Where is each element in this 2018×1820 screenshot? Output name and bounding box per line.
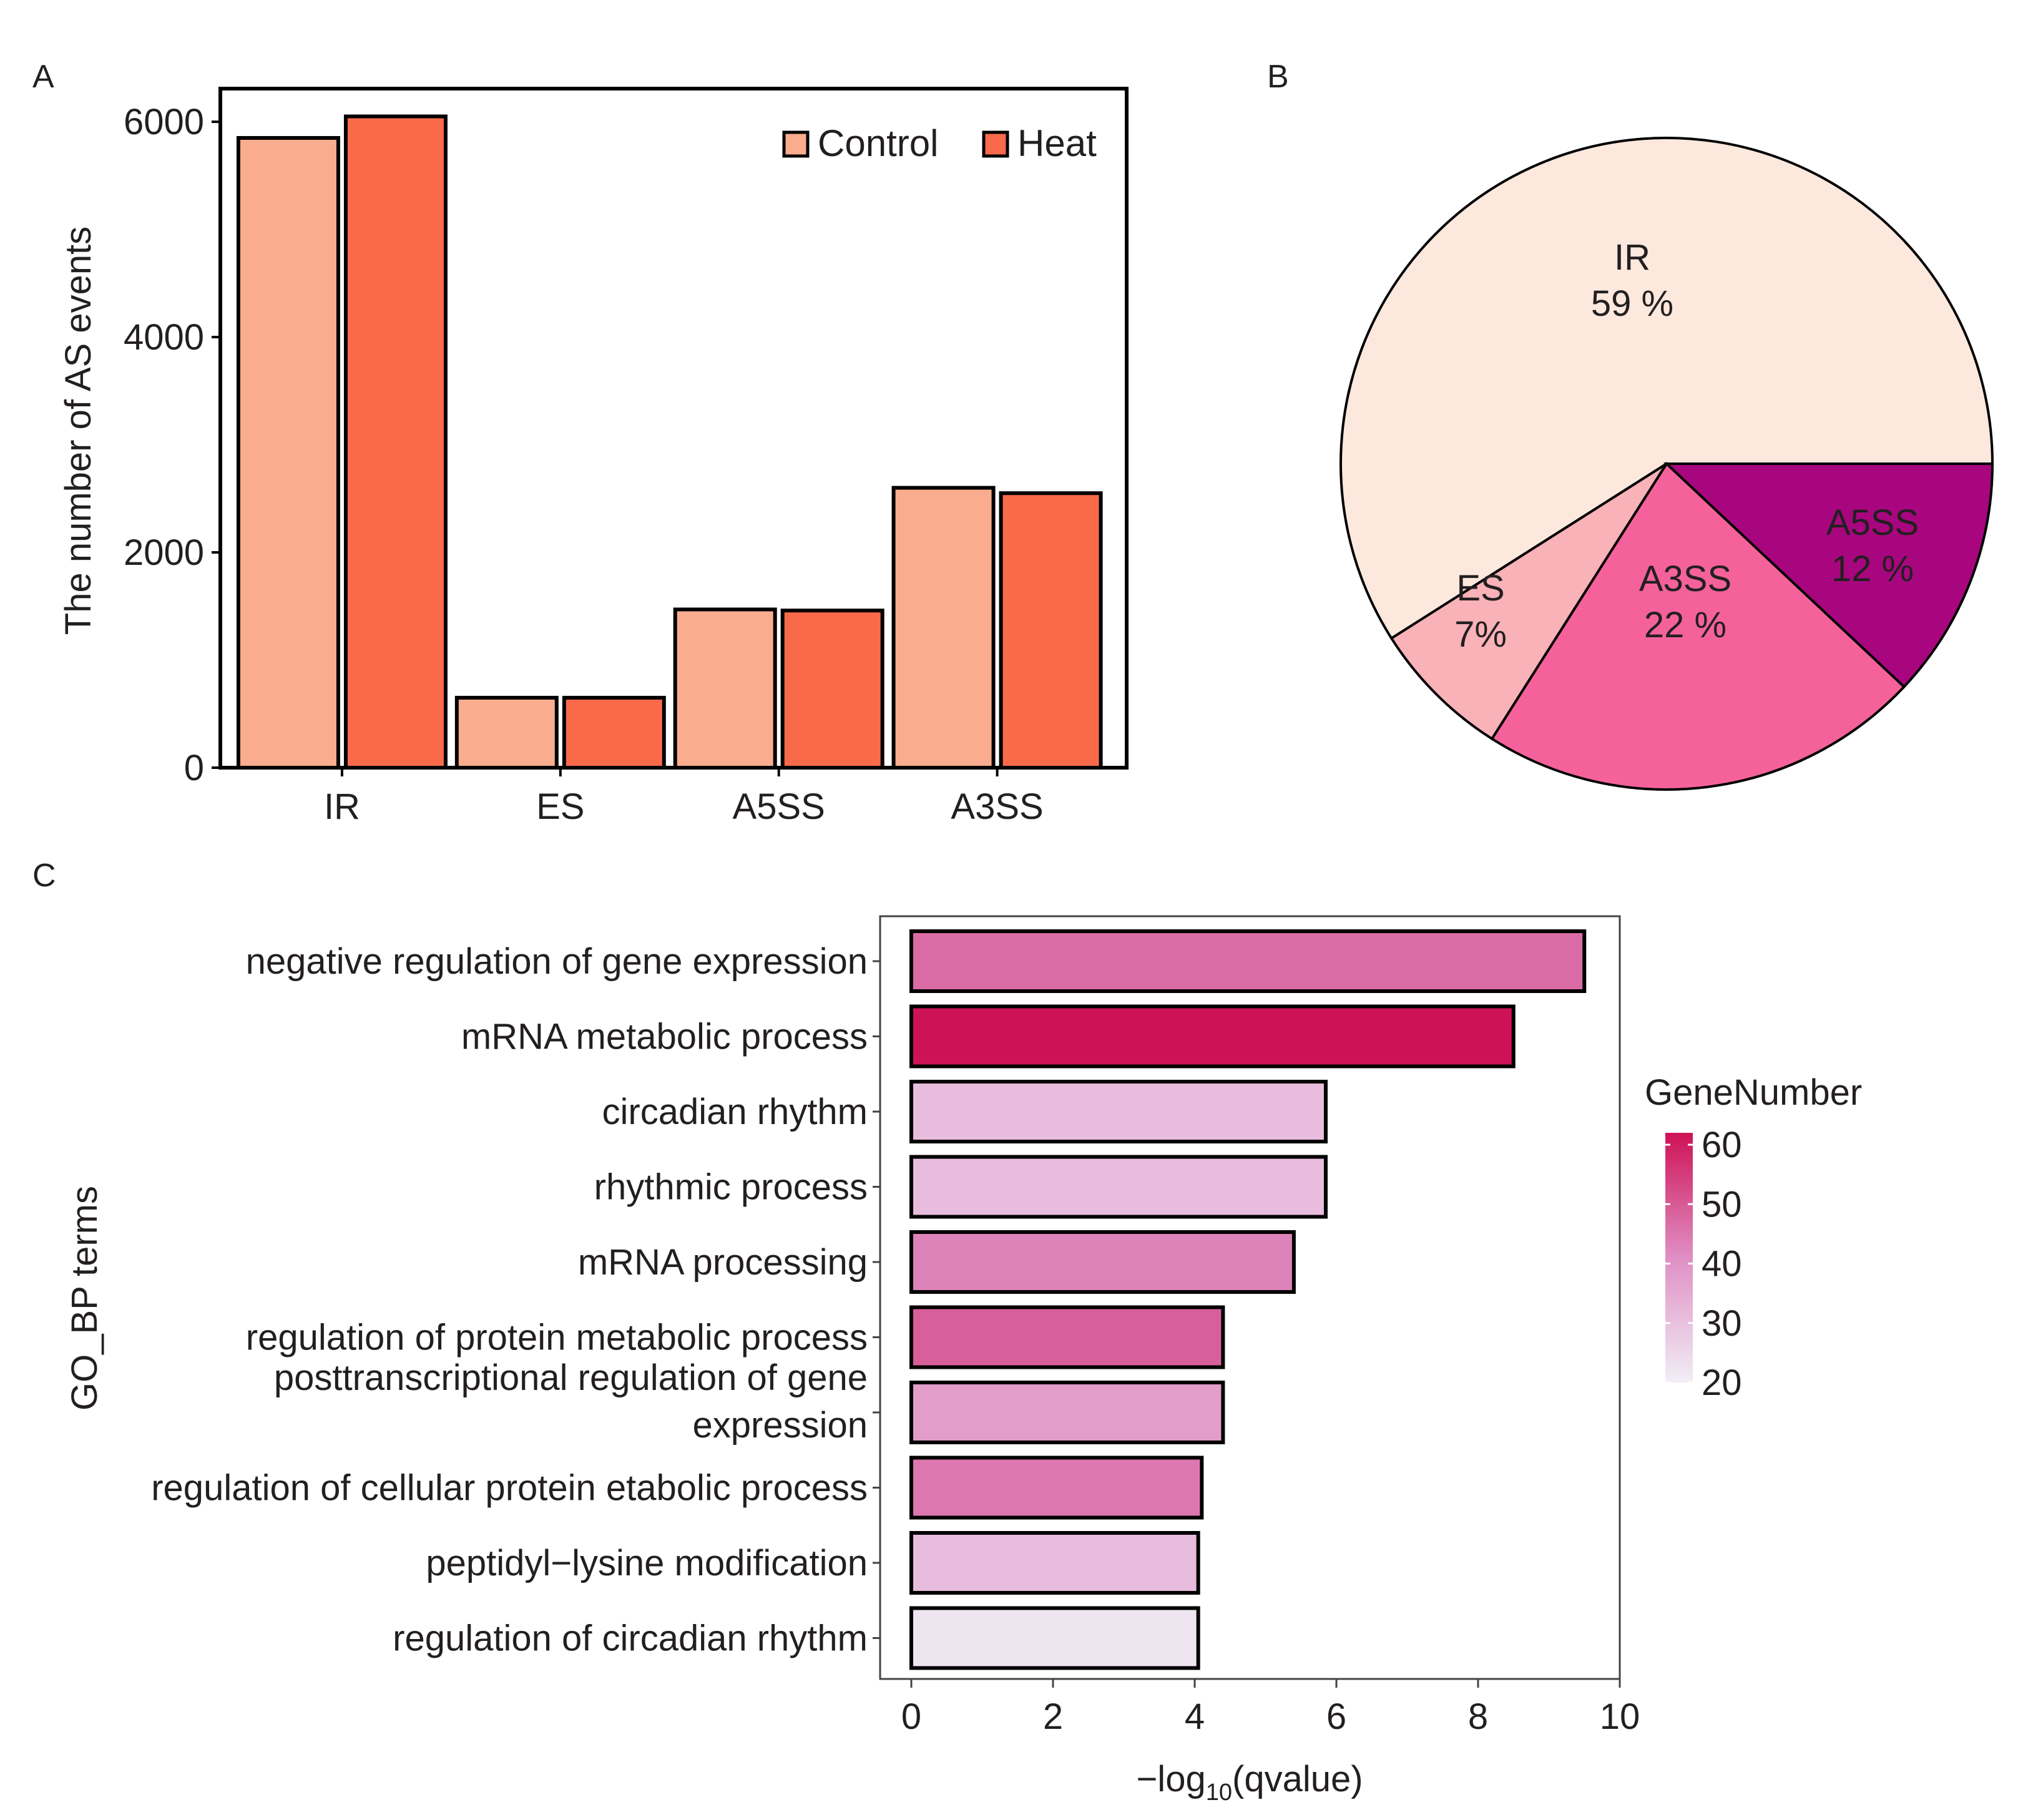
pie-chart-panel-b: IR 59 % ES 7% A3SS 22 % A5SS 12 % <box>1340 137 1994 791</box>
x-tick-label-c: 0 <box>901 1696 921 1737</box>
colorbar-title: GeneNumber <box>1645 1072 1862 1113</box>
y-tick-label-c: expression <box>693 1405 868 1446</box>
colorbar-tick-label: 20 <box>1702 1363 1742 1403</box>
y-axis-title-a: The number of AS events <box>58 227 99 635</box>
bar-term-6 <box>909 1305 1225 1369</box>
panel-label-b: B <box>1267 59 1289 95</box>
panel-label-c: C <box>32 858 56 894</box>
pie-slice-es <box>1389 462 1668 741</box>
legend-a: Control Heat <box>782 122 1097 164</box>
bar-group-c <box>909 929 1587 1670</box>
y-tick-label-a: 6000 <box>124 102 204 142</box>
y-tick-label-c: regulation of cellular protein etabolic … <box>151 1468 868 1509</box>
x-axis-a: IR ES A5SS A3SS <box>324 768 1044 827</box>
x-tick-label-a: A3SS <box>951 786 1043 827</box>
pie-percent-a3ss: 22 % <box>1644 605 1727 645</box>
pie-percent-es: 7% <box>1454 614 1507 655</box>
bar-heat-a3ss <box>999 491 1103 770</box>
x-tick-label-a: ES <box>536 786 584 827</box>
x-tick-label-a: IR <box>324 786 360 827</box>
legend-swatch-heat <box>982 130 1009 158</box>
x-tick-label-c: 6 <box>1326 1696 1346 1737</box>
y-tick-label-c: posttranscriptional regulation of gene <box>274 1358 868 1398</box>
x-tick-label-a: A5SS <box>733 786 825 827</box>
colorbar-c: GeneNumber 20 30 40 50 60 <box>1645 1072 1862 1403</box>
panel-label-a: A <box>32 59 54 95</box>
plot-frame-a <box>218 87 1129 770</box>
y-tick-label-c: negative regulation of gene expression <box>246 941 868 982</box>
y-tick-label-c: peptidyl−lysine modification <box>426 1543 868 1583</box>
x-tick-label-c: 8 <box>1468 1696 1488 1737</box>
colorbar-tick-label: 30 <box>1702 1303 1742 1344</box>
colorbar-tick-label: 40 <box>1702 1244 1742 1284</box>
bar-heat-ir <box>343 114 448 770</box>
bar-term-1 <box>909 929 1587 993</box>
y-tick-label-c: mRNA processing <box>578 1242 868 1283</box>
bar-term-4 <box>909 1155 1328 1219</box>
y-tick-label-c: regulation of protein metabolic process <box>246 1318 868 1358</box>
bar-heat-a5ss <box>780 609 884 770</box>
x-axis-title-c: −log10(qvalue) <box>1136 1759 1363 1806</box>
pie-label-ir: IR <box>1614 237 1650 278</box>
x-tick-label-c: 4 <box>1185 1696 1205 1737</box>
pie-percent-ir: 59 % <box>1591 283 1673 324</box>
y-axis-a: 0 2000 4000 6000 <box>124 102 220 788</box>
y-tick-label-a: 0 <box>184 748 204 788</box>
pie-percent-a5ss: 12 % <box>1831 549 1914 589</box>
legend-label-control: Control <box>818 122 938 164</box>
y-tick-label-c: regulation of circadian rhythm <box>393 1618 868 1659</box>
bar-control-ir <box>236 135 340 770</box>
legend-swatch-control <box>782 130 810 158</box>
y-tick-label-a: 2000 <box>124 532 204 573</box>
y-axis-c: negative regulation of gene expression mR… <box>151 941 880 1659</box>
bar-term-8 <box>909 1456 1204 1520</box>
bar-term-3 <box>909 1080 1328 1143</box>
pie-label-es: ES <box>1456 568 1504 609</box>
bar-term-2 <box>909 1004 1516 1069</box>
bar-term-7 <box>909 1381 1225 1444</box>
plot-frame-c <box>879 915 1621 1680</box>
bar-control-a5ss <box>673 607 777 770</box>
bar-control-es <box>454 695 559 770</box>
legend-label-heat: Heat <box>1017 122 1097 164</box>
y-tick-label-a: 4000 <box>124 317 204 358</box>
y-axis-title-c: GO_BP terms <box>64 1186 105 1411</box>
bar-group-a <box>236 114 1103 770</box>
x-tick-label-c: 2 <box>1043 1696 1063 1737</box>
y-tick-label-c: circadian rhythm <box>602 1092 868 1132</box>
x-tick-label-c: 10 <box>1600 1696 1640 1737</box>
bar-term-9 <box>909 1531 1200 1595</box>
colorbar-tick-label: 50 <box>1702 1184 1742 1225</box>
bar-term-10 <box>909 1606 1200 1670</box>
x-axis-c: 0 2 4 6 8 10 <box>901 1679 1640 1737</box>
bar-chart-panel-a: 0 2000 4000 6000 IR ES A5SS A3SS The number of… <box>58 87 1129 827</box>
bar-chart-panel-c: negative regulation of gene expression mR… <box>64 915 1862 1806</box>
colorbar-ramp <box>1665 1133 1693 1382</box>
y-tick-label-c: rhythmic process <box>594 1167 868 1208</box>
pie-slice-a5ss <box>1663 462 1994 689</box>
pie-slice-a3ss <box>1490 461 1906 791</box>
bar-term-5 <box>909 1230 1296 1294</box>
pie-slice-ir <box>1340 137 1994 640</box>
pie-label-a3ss: A3SS <box>1639 559 1731 599</box>
colorbar-tick-label: 60 <box>1702 1125 1742 1165</box>
pie-label-a5ss: A5SS <box>1826 502 1919 543</box>
bar-heat-es <box>562 695 666 770</box>
y-tick-label-c: mRNA metabolic process <box>461 1017 868 1057</box>
bar-control-a3ss <box>891 486 996 770</box>
